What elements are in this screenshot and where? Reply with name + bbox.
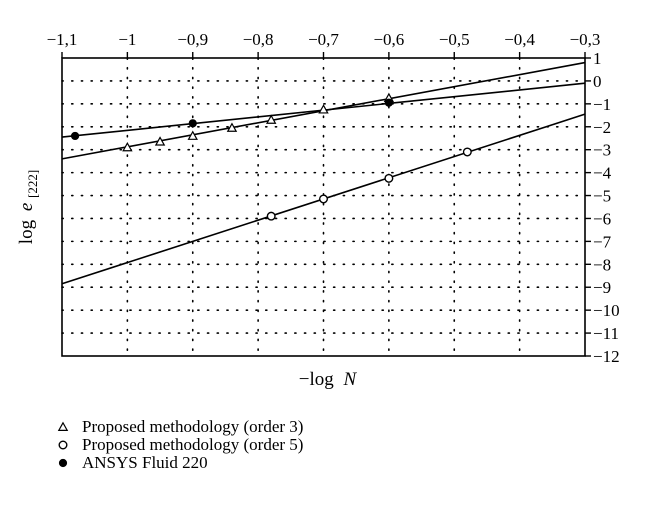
y-axis-label-var: e [16, 203, 37, 211]
y-tick-label: −8 [593, 255, 611, 274]
x-tick-label: −0,6 [373, 30, 404, 49]
x-axis-label: −log N [299, 369, 358, 390]
x-tick-label: −0,5 [439, 30, 470, 49]
x-tick-label: −1,1 [47, 30, 78, 49]
y-axis-label: log e [222] [16, 170, 40, 244]
series-3-point [188, 119, 197, 128]
y-axis-label-sub: [222] [25, 170, 40, 198]
x-axis: −1,1 −1 −0,9 −0,8 −0,7 −0,6 −0,5 −0,4 −0,3 [47, 30, 601, 58]
legend-marker-1 [57, 421, 69, 431]
y-tick-label: −7 [593, 232, 612, 251]
x-tick-label: −0,7 [308, 30, 339, 49]
series-2-point [462, 147, 472, 157]
series-1-point [265, 114, 277, 124]
x-tick-label: −0,4 [504, 30, 535, 49]
x-tick-label: −1 [118, 30, 136, 49]
legend-label-1: Proposed methodology (order 3) [82, 417, 303, 436]
y-tick-label: −1 [593, 95, 611, 114]
series-1-point [154, 136, 166, 146]
legend: Proposed methodology (order 3)Proposed m… [57, 417, 303, 472]
x-axis-label-prefix: −log [299, 369, 334, 390]
x-tick-label: −0,9 [177, 30, 208, 49]
series-2-point [319, 194, 329, 204]
legend-label-3: ANSYS Fluid 220 [82, 453, 208, 472]
series-1-point [122, 141, 133, 152]
y-tick-label: −4 [593, 164, 612, 183]
series-1-point [226, 122, 238, 132]
y-axis: 1 0 −1 −2 −3 −4 −5 −6 −7 −8 −9 −10 −11 −12 [585, 49, 620, 366]
x-tick-label: −0,8 [243, 30, 274, 49]
y-tick-label: −6 [593, 209, 611, 228]
legend-marker-2 [58, 440, 68, 450]
series-1-point [318, 104, 329, 114]
x-axis-label-var: N [343, 369, 358, 390]
series-1-point [187, 130, 198, 140]
x-tick-label: −0,3 [570, 30, 601, 49]
y-tick-label: −12 [593, 347, 620, 366]
y-tick-label: 1 [593, 49, 602, 68]
series-2-point [384, 173, 394, 183]
legend-label-2: Proposed methodology (order 5) [82, 435, 303, 454]
y-tick-label: −3 [593, 141, 611, 160]
legend-marker-3 [58, 458, 68, 468]
y-tick-label: −5 [593, 187, 611, 206]
series-2-point [266, 211, 276, 221]
y-axis-label-prefix: log [16, 219, 37, 244]
y-tick-label: −11 [593, 324, 619, 343]
series-3-point [70, 131, 80, 141]
y-tick-label: −9 [593, 278, 611, 297]
data-markers [70, 92, 472, 221]
grid [61, 57, 586, 357]
series-3-point [384, 98, 393, 107]
y-tick-label: −10 [593, 301, 620, 320]
y-tick-label: 0 [593, 72, 602, 91]
y-tick-label: −2 [593, 118, 611, 137]
